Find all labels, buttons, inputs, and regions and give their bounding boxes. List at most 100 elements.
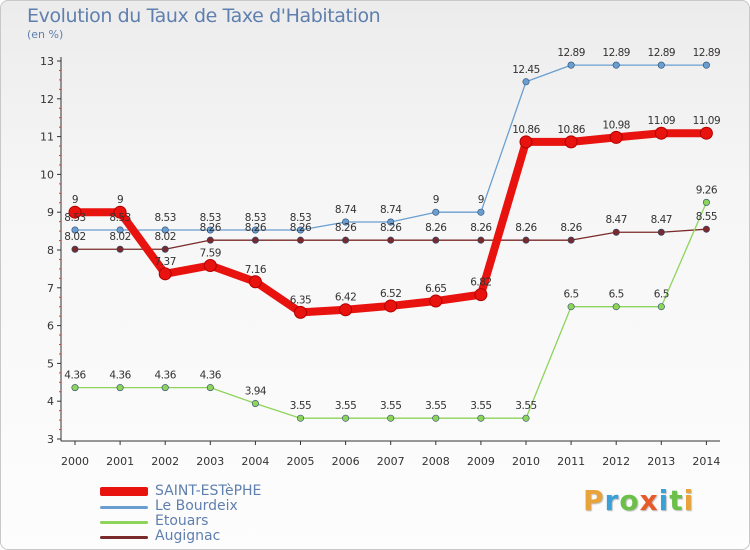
- data-point: [657, 303, 665, 311]
- data-point: [657, 61, 665, 69]
- data-point: [342, 218, 350, 226]
- legend-swatch: [100, 506, 148, 509]
- data-label: 8.53: [155, 212, 176, 224]
- data-point: [206, 236, 214, 244]
- data-point: [206, 226, 214, 234]
- data-label: 10.86: [557, 124, 585, 136]
- legend-label: Augignac: [155, 528, 221, 544]
- data-point: [699, 126, 713, 140]
- x-tick-label: 2013: [647, 455, 675, 468]
- data-point: [251, 236, 259, 244]
- legend-swatch: [100, 536, 148, 539]
- data-label: 4.36: [109, 370, 131, 382]
- data-point: [432, 208, 440, 216]
- data-label: 8.02: [155, 231, 176, 243]
- data-point: [387, 414, 395, 422]
- legend-swatch: [100, 521, 148, 524]
- data-point: [203, 258, 217, 272]
- data-point: [116, 245, 124, 253]
- proxiti-logo: Proxiti: [583, 484, 695, 517]
- data-label: 4.36: [155, 370, 177, 382]
- x-tick-label: 2002: [151, 455, 179, 468]
- data-label: 8.02: [109, 231, 130, 243]
- data-label: 8.74: [335, 204, 357, 216]
- data-label: 8.53: [245, 212, 266, 224]
- data-label: 11.09: [648, 115, 676, 127]
- data-label: 6.5: [563, 289, 578, 301]
- data-point: [294, 305, 307, 319]
- data-point: [71, 384, 79, 392]
- data-point: [161, 245, 169, 253]
- data-label: 8.26: [335, 222, 357, 234]
- data-label: 8.26: [560, 222, 582, 234]
- data-point: [384, 299, 398, 313]
- data-label: 8.26: [515, 222, 537, 234]
- data-label: 3.55: [515, 400, 536, 412]
- data-point: [339, 303, 353, 317]
- data-point: [522, 236, 530, 244]
- y-tick-label: 3: [47, 433, 54, 446]
- data-point: [702, 198, 710, 206]
- y-tick-label: 8: [47, 244, 54, 257]
- data-point: [296, 236, 304, 244]
- y-tick-label: 9: [47, 206, 54, 219]
- x-tick-label: 2014: [692, 455, 720, 468]
- data-label: 8.53: [64, 212, 85, 224]
- data-point: [522, 414, 530, 422]
- data-point: [161, 226, 169, 234]
- data-label: 8.53: [290, 212, 311, 224]
- data-point: [477, 236, 485, 244]
- data-point: [477, 414, 485, 422]
- data-label: 6.82: [470, 277, 491, 289]
- data-point: [567, 303, 575, 311]
- data-point: [116, 384, 124, 392]
- data-label: 8.26: [290, 222, 312, 234]
- x-tick-label: 2010: [512, 455, 540, 468]
- data-point: [342, 236, 350, 244]
- data-point: [71, 226, 79, 234]
- data-label: 4.36: [200, 370, 222, 382]
- x-tick-label: 2001: [106, 455, 134, 468]
- data-label: 6.52: [380, 288, 401, 300]
- data-label: 12.89: [648, 47, 676, 59]
- data-label: 6.42: [335, 292, 356, 304]
- data-label: 8.53: [200, 212, 221, 224]
- data-point: [567, 61, 575, 69]
- data-label: 10.86: [512, 124, 540, 136]
- data-label: 3.55: [335, 400, 356, 412]
- data-point: [206, 384, 214, 392]
- legend-label: SAINT-ESTèPHE: [155, 483, 262, 499]
- data-point: [609, 130, 623, 144]
- y-tick-label: 4: [47, 395, 54, 408]
- data-point: [161, 384, 169, 392]
- data-label: 3.55: [470, 400, 491, 412]
- data-label: 9: [72, 194, 78, 206]
- data-point: [474, 288, 488, 302]
- data-label: 12.89: [557, 47, 585, 59]
- x-tick-label: 2003: [196, 455, 224, 468]
- data-label: 8.02: [64, 231, 85, 243]
- data-label: 12.89: [693, 47, 721, 59]
- data-label: 8.74: [380, 204, 402, 216]
- y-tick-label: 13: [40, 55, 54, 68]
- data-point: [113, 205, 127, 219]
- data-point: [248, 275, 262, 289]
- data-label: 12.45: [512, 64, 540, 76]
- data-point: [477, 208, 485, 216]
- data-point: [564, 135, 578, 149]
- x-tick-label: 2005: [287, 455, 315, 468]
- data-label: 6.5: [609, 289, 624, 301]
- data-point: [71, 245, 79, 253]
- data-label: 8.26: [470, 222, 492, 234]
- data-point: [612, 303, 620, 311]
- data-point: [342, 414, 350, 422]
- data-point: [296, 226, 304, 234]
- data-label: 3.55: [290, 400, 311, 412]
- data-label: 9: [478, 194, 484, 206]
- chart-title: Evolution du Taux de Taxe d'Habitation: [27, 5, 381, 27]
- data-point: [612, 61, 620, 69]
- data-label: 6.65: [425, 283, 446, 295]
- data-label: 7.16: [245, 264, 267, 276]
- data-point: [612, 228, 620, 236]
- x-tick-label: 2008: [422, 455, 450, 468]
